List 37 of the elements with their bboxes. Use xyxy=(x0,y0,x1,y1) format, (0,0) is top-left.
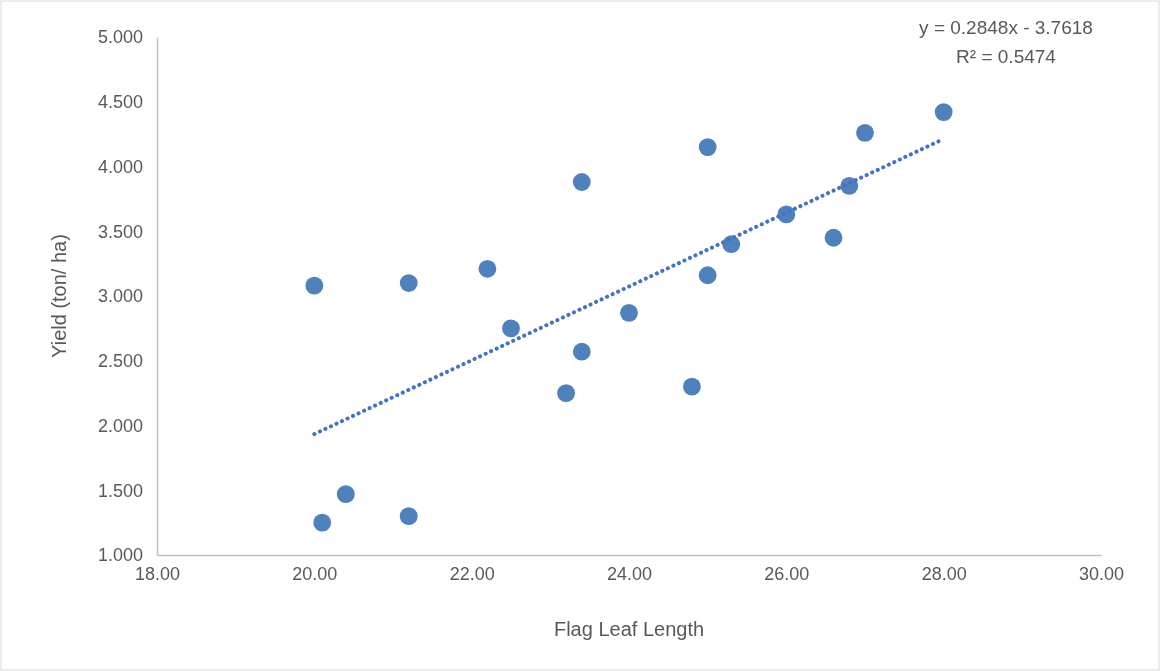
y-tick-label: 4.000 xyxy=(97,156,143,177)
point xyxy=(698,138,717,156)
point xyxy=(305,276,324,295)
annotation: y = 0.2848x - 3.7618 xyxy=(919,17,1093,38)
x-tick-label: 22.00 xyxy=(449,563,495,584)
y-tick-label: 3.500 xyxy=(97,221,143,242)
point xyxy=(856,123,874,142)
annotation: R² = 0.5474 xyxy=(956,46,1057,67)
y-tick-label: 1.500 xyxy=(97,480,143,501)
point xyxy=(934,103,953,122)
x-tick-label: 30.00 xyxy=(1078,563,1125,584)
point xyxy=(478,259,497,278)
x-axis-title: Flag Leaf Length xyxy=(553,618,705,640)
point xyxy=(313,513,332,532)
point xyxy=(683,377,701,396)
point xyxy=(698,266,717,285)
y-axis-title: Yield (ton/ ha) xyxy=(48,234,70,358)
x-tick-label: 24.00 xyxy=(606,563,653,584)
point xyxy=(824,228,843,247)
point xyxy=(336,485,355,504)
y-tick-label: 1.000 xyxy=(97,545,143,566)
point xyxy=(572,173,591,191)
point xyxy=(572,342,591,361)
x-tick-label: 18.00 xyxy=(134,563,181,584)
point xyxy=(620,303,638,322)
x-tick-label: 26.00 xyxy=(764,563,810,584)
y-tick-label: 4.500 xyxy=(97,92,143,113)
point xyxy=(399,274,418,292)
x-tick-label: 28.00 xyxy=(921,563,967,584)
x-tick-label: 20.00 xyxy=(292,563,338,584)
point xyxy=(502,319,520,338)
point xyxy=(399,507,418,526)
point xyxy=(557,384,575,403)
y-tick-label: 2.500 xyxy=(97,351,143,372)
y-tick-label: 2.000 xyxy=(97,415,143,436)
y-tick-label: 5.000 xyxy=(97,27,143,48)
y-tick-label: 3.000 xyxy=(97,286,143,307)
